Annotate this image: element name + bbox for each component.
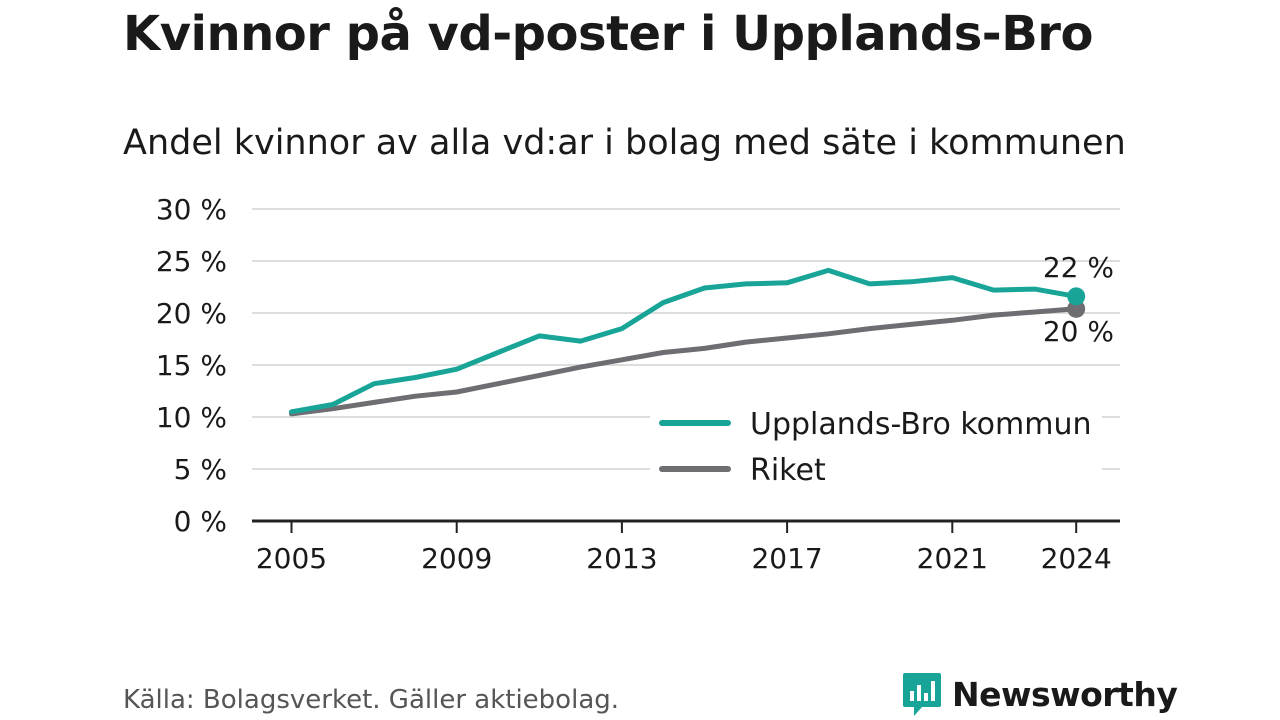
y-axis-ticks: 0 % 5 % 10 % 15 % 20 % 25 % 30 % bbox=[156, 193, 227, 538]
line-chart: 0 %5 %10 %15 %20 %25 %30 % 2005 2009 2013 2… bbox=[156, 193, 1120, 575]
y-tick-label: 30 % bbox=[156, 193, 227, 226]
y-tick-label: 20 % bbox=[156, 297, 227, 330]
x-tick-label: 2005 bbox=[256, 542, 327, 575]
x-tick-label: 2021 bbox=[917, 542, 988, 575]
chart-title: Kvinnor på vd-poster i Upplands-Bro bbox=[123, 6, 1093, 62]
x-tick-label: 2024 bbox=[1041, 542, 1112, 575]
y-tick-label: 25 % bbox=[156, 245, 227, 278]
legend-label-upplands-bro: Upplands-Bro kommun bbox=[750, 407, 1091, 442]
series-lines bbox=[289, 267, 1086, 417]
legend-label-riket: Riket bbox=[750, 453, 826, 488]
end-point-upplands-bro bbox=[1067, 287, 1086, 306]
end-point-riket bbox=[1067, 299, 1086, 318]
end-label-riket: 20 % bbox=[1043, 315, 1114, 348]
end-label-upplands-bro: 22 % bbox=[1043, 251, 1114, 284]
y-tick-label: 10 % bbox=[156, 401, 227, 434]
chart-subtitle: Andel kvinnor av alla vd:ar i bolag med … bbox=[123, 123, 1126, 163]
bar-chart-speech-bubble-icon bbox=[903, 673, 941, 716]
x-axis: 2005 2009 2013 2017 2021 2024 bbox=[252, 519, 1120, 575]
end-labels: 22 % 20 % bbox=[1043, 251, 1114, 348]
x-tick-label: 2013 bbox=[586, 542, 657, 575]
source-note: Källa: Bolagsverket. Gäller aktiebolag. bbox=[123, 685, 620, 715]
y-tick-label: 5 % bbox=[174, 453, 227, 486]
legend-background bbox=[650, 455, 1102, 493]
x-tick-label: 2017 bbox=[751, 542, 822, 575]
brand-name: Newsworthy bbox=[952, 674, 1178, 714]
brand-logo[interactable]: Newsworthy bbox=[902, 671, 1178, 717]
y-tick-label: 0 % bbox=[174, 505, 227, 538]
y-tick-label: 15 % bbox=[156, 349, 227, 382]
x-tick-label: 2009 bbox=[421, 542, 492, 575]
series-line-riket bbox=[289, 306, 1079, 417]
series-line-upplands-bro bbox=[289, 267, 1079, 415]
legend: Upplands-Bro kommun Riket bbox=[650, 407, 1102, 493]
legend-background bbox=[650, 409, 1102, 447]
